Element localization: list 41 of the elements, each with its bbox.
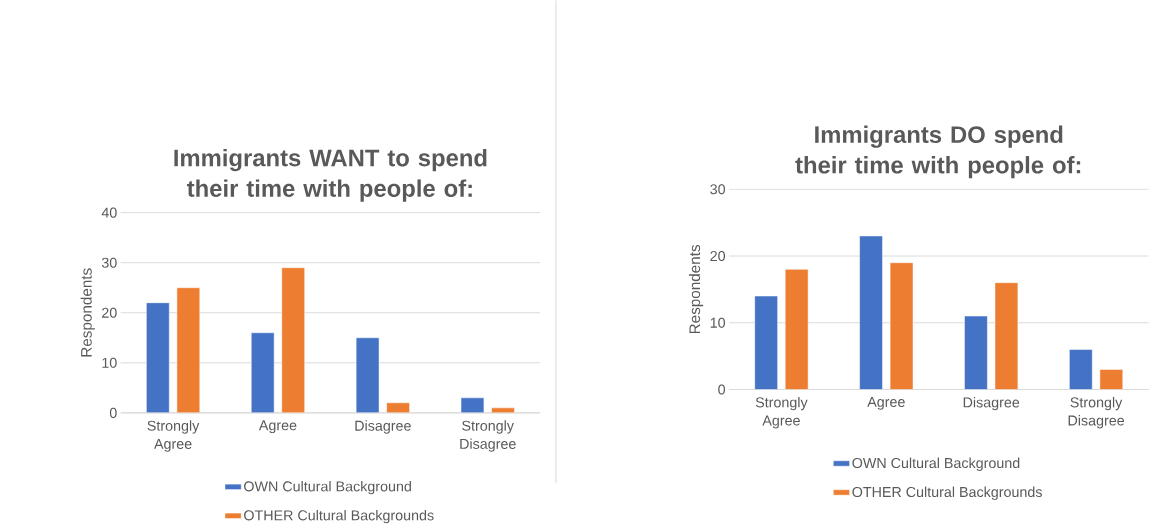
chart-title: Immigrants DO spend their time with people of: [795, 125, 1081, 179]
bar [1099, 369, 1124, 390]
bar [251, 332, 275, 414]
x-tick-label: Agree [867, 397, 905, 410]
x-tick-label: Strongly Agree [755, 397, 808, 429]
bar [964, 316, 988, 390]
bar [281, 267, 305, 414]
bar [859, 235, 883, 390]
y-tick-label: 40 [101, 207, 117, 218]
bar [784, 269, 809, 390]
y-tick-label: 30 [710, 184, 726, 195]
x-tick-label: Agree [258, 420, 297, 434]
bar [754, 296, 778, 390]
bar [889, 262, 914, 390]
y-tick-label: 0 [109, 408, 117, 419]
bar [355, 337, 380, 414]
bar [994, 282, 1019, 390]
y-tick-label: 10 [102, 357, 117, 369]
y-tick-label: 30 [101, 257, 117, 268]
y-tick-label: 20 [710, 251, 726, 262]
bar [386, 402, 410, 414]
bar [176, 287, 201, 414]
y-tick-label: 10 [710, 317, 726, 329]
bar [146, 302, 170, 414]
y-axis-title: Respondents [80, 268, 95, 357]
bar [491, 407, 515, 414]
legend-label: OWN Cultural Background [244, 481, 411, 495]
x-tick-label: Disagree [963, 397, 1020, 411]
bar [1069, 349, 1093, 390]
y-tick-label: 20 [102, 307, 117, 319]
bar [460, 397, 485, 414]
x-tick-label: Strongly Disagree [1068, 397, 1125, 429]
chart-title: Immigrants WANT to spend their time with people of: [174, 149, 487, 202]
x-tick-label: Strongly Agree [147, 420, 200, 452]
y-tick-label: 0 [718, 384, 726, 395]
y-axis-title: Respondents [688, 245, 704, 334]
x-tick-label: Disagree [355, 420, 411, 434]
legend-label: OTHER Cultural Backgrounds [244, 510, 434, 524]
x-tick-label: Strongly Disagree [460, 420, 516, 452]
legend-label: OWN Cultural Background [852, 457, 1020, 472]
legend-label: OTHER Cultural Backgrounds [852, 486, 1042, 501]
